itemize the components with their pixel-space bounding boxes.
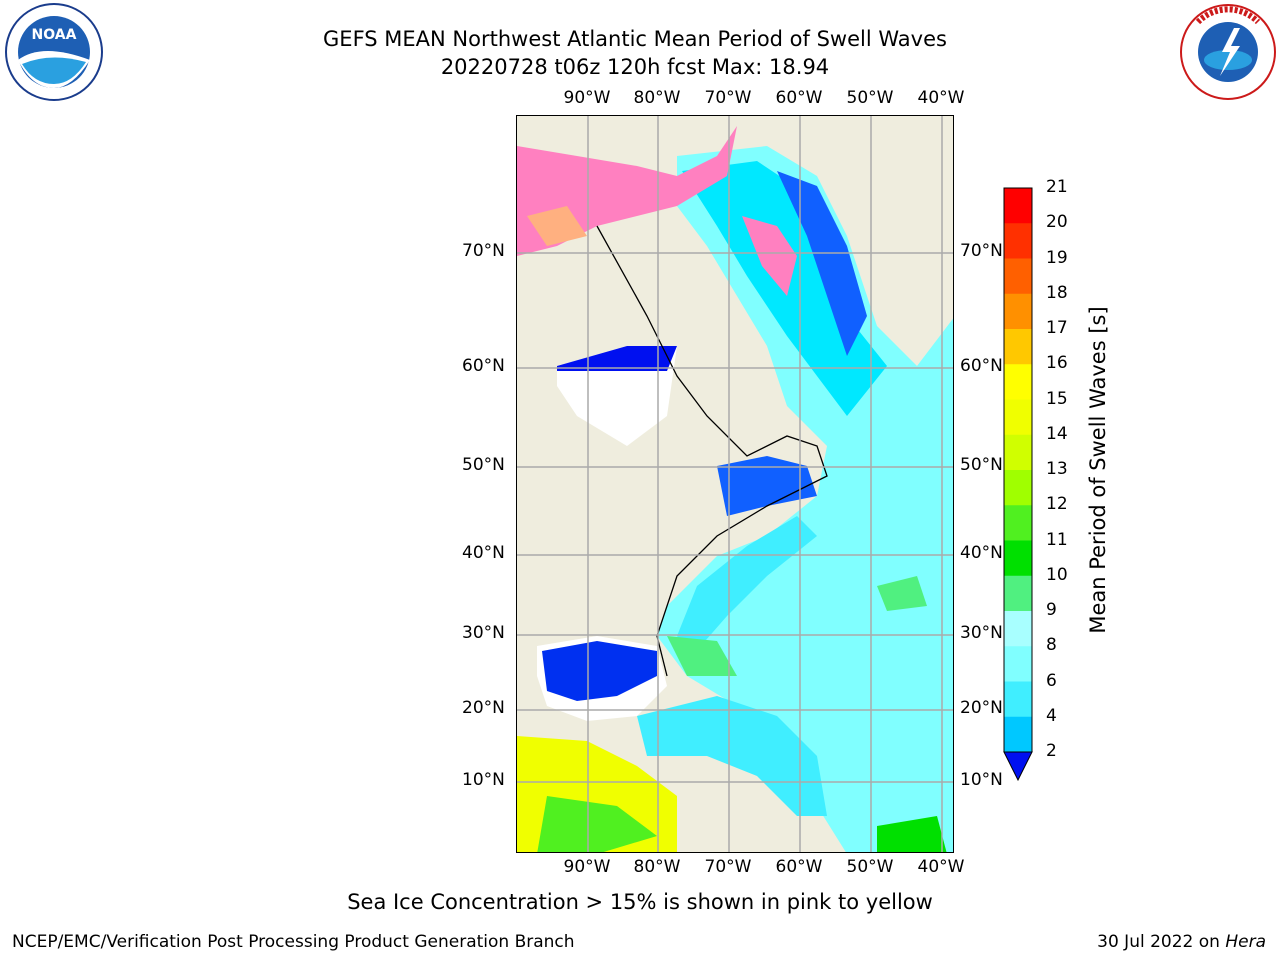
coastline [596, 225, 828, 677]
lat-label-right: 70°N [960, 241, 1003, 261]
colorbar-band [1004, 716, 1032, 753]
footer-date: 30 Jul 2022 on Hera [1097, 932, 1266, 952]
arctic-sea-ice-yellow [527, 206, 587, 246]
colorbar-tick-label: 6 [1046, 670, 1057, 691]
chart-title: GEFS MEAN Northwest Atlantic Mean Period… [323, 27, 947, 51]
lon-label-bottom: 80°W [633, 857, 681, 877]
colorbar-tick-label: 2 [1046, 741, 1057, 761]
lon-label-top: 80°W [633, 88, 681, 108]
colorbar-tick-label: 8 [1046, 635, 1057, 656]
colorbar-band [1004, 575, 1032, 612]
tropical-green [537, 796, 657, 852]
colorbar-ticks: 21 20 19 18 17 16 15 14 13 12 11 10 9 8 6 4 2 [1046, 0, 1086, 960]
colorbar-band [1004, 329, 1032, 365]
lon-label-bottom: 60°W [775, 857, 823, 877]
lat-label-right: 40°N [960, 543, 1003, 563]
lon-label-top: 90°W [563, 88, 611, 108]
lon-label-bottom: 70°W [704, 857, 752, 877]
colorbar-band [1004, 258, 1032, 295]
noaa-logo: NOAA [2, 2, 106, 102]
footer-producer: NCEP/EMC/Verification Post Processing Pr… [12, 932, 575, 952]
lat-label-left: 40°N [462, 543, 505, 563]
lat-label-left: 30°N [462, 623, 505, 643]
lat-label-right: 30°N [960, 623, 1003, 643]
colorbar-band [1004, 470, 1032, 506]
lon-label-top: 60°W [775, 88, 823, 108]
colorbar-tick-label: 17 [1046, 318, 1068, 338]
chart-subtitle: 20220728 t06z 120h fcst Max: 18.94 [440, 55, 830, 79]
green-patch-1 [877, 576, 927, 611]
lon-label-bottom: 40°W [917, 857, 965, 877]
colorbar-band [1004, 293, 1032, 330]
lat-label-right: 50°N [960, 455, 1003, 475]
colorbar-tick-label: 9 [1046, 600, 1057, 620]
lat-label-right: 20°N [960, 698, 1003, 718]
colorbar-band [1004, 434, 1032, 471]
baffin-sea-ice [742, 216, 797, 296]
gulf-of-mexico-blue [542, 641, 657, 701]
colorbar-tick-label: 21 [1046, 177, 1068, 197]
lon-label-top: 40°W [917, 88, 965, 108]
colorbar-tick-label: 18 [1046, 282, 1068, 303]
colorbar-tick-label: 4 [1046, 705, 1057, 726]
lat-label-right: 10°N [960, 770, 1003, 790]
lat-label-left: 50°N [462, 455, 505, 475]
sea-ice-note: Sea Ice Concentration > 15% is shown in … [347, 890, 933, 914]
colorbar-band [1004, 611, 1032, 647]
colorbar-tick-label: 15 [1046, 388, 1068, 409]
nws-logo [1178, 2, 1278, 102]
colorbar-tick-label: 10 [1046, 564, 1068, 585]
colorbar-tick-label: 13 [1046, 459, 1068, 479]
colorbar-tick-label: 20 [1046, 212, 1068, 233]
colorbar-tick-label: 16 [1046, 353, 1068, 374]
colorbar-band [1004, 223, 1032, 259]
colorbar-label: Mean Period of Swell Waves [s] [1086, 306, 1110, 634]
ocean-cyan-shelf [677, 516, 817, 656]
green-patch-3 [877, 816, 947, 852]
colorbar [1000, 186, 1040, 786]
lat-label-left: 10°N [462, 770, 505, 790]
lat-label-left: 70°N [462, 241, 505, 261]
noaa-logo-text: NOAA [32, 27, 77, 43]
colorbar-tick-label: 14 [1046, 423, 1068, 444]
lon-label-bottom: 90°W [563, 857, 611, 877]
colorbar-tick-label: 12 [1046, 494, 1068, 515]
ocean-caribbean [637, 696, 827, 816]
lat-label-right: 60°N [960, 356, 1003, 376]
lat-label-left: 20°N [462, 698, 505, 718]
colorbar-frame [1003, 187, 1033, 753]
colorbar-band [1004, 399, 1032, 436]
colorbar-band [1004, 646, 1032, 682]
colorbar-band [1004, 505, 1032, 541]
graticule [517, 116, 953, 852]
green-patch-2 [667, 636, 737, 676]
map-panel [516, 115, 954, 853]
lat-label-left: 60°N [462, 356, 505, 376]
hudson-bay-blue [557, 346, 677, 371]
footer-date-prefix: 30 Jul 2022 on [1097, 932, 1226, 952]
lon-label-top: 50°W [846, 88, 894, 108]
colorbar-band [1004, 364, 1032, 400]
lon-label-bottom: 50°W [846, 857, 894, 877]
ocean-blue-coast [717, 456, 817, 516]
colorbar-band [1004, 188, 1032, 224]
colorbar-band [1004, 681, 1032, 718]
lon-label-top: 70°W [704, 88, 752, 108]
colorbar-band [1004, 540, 1032, 577]
colorbar-tick-label: 19 [1046, 247, 1068, 268]
colorbar-tick-label: 11 [1046, 529, 1068, 550]
colorbar-under-arrow [1003, 751, 1033, 782]
footer-host: Hera [1225, 932, 1266, 952]
